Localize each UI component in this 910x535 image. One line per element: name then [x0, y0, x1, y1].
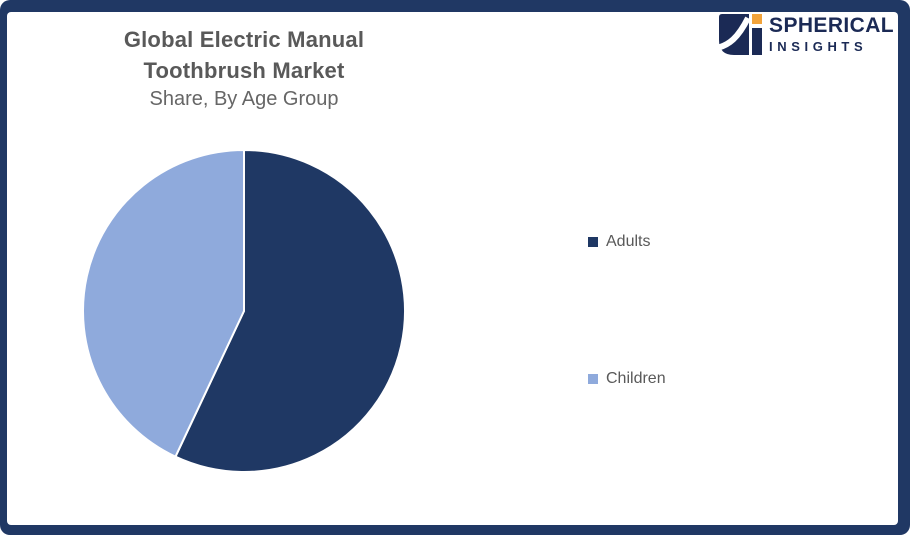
chart-title-line1: Global Electric Manual	[123, 27, 365, 52]
legend-item-children: Children	[588, 369, 666, 388]
legend-label-adults: Adults	[606, 233, 651, 250]
brand-logo: SPHERICAL INSIGHTS	[719, 14, 894, 55]
legend-label-children: Children	[606, 370, 666, 387]
chart-title-block: Global Electric Manual Toothbrush Market…	[34, 24, 454, 113]
brand-logo-text: SPHERICAL INSIGHTS	[769, 14, 894, 55]
legend-marker-adults	[588, 236, 598, 247]
brand-subname: INSIGHTS	[769, 39, 868, 54]
legend-item-adults: Adults	[588, 232, 650, 251]
chart-subtitle: Share, By Age Group	[149, 88, 339, 110]
chart-title-line2: Toothbrush Market	[143, 58, 345, 83]
spherical-insights-logo-icon	[719, 14, 763, 55]
pie-slice-adults	[174, 149, 406, 473]
pie-chart	[82, 149, 406, 473]
pie-slice-children	[82, 149, 245, 458]
legend-marker-children	[588, 373, 598, 384]
brand-name: SPHERICAL	[769, 14, 894, 37]
chart-canvas: Global Electric Manual Toothbrush Market…	[7, 12, 898, 525]
